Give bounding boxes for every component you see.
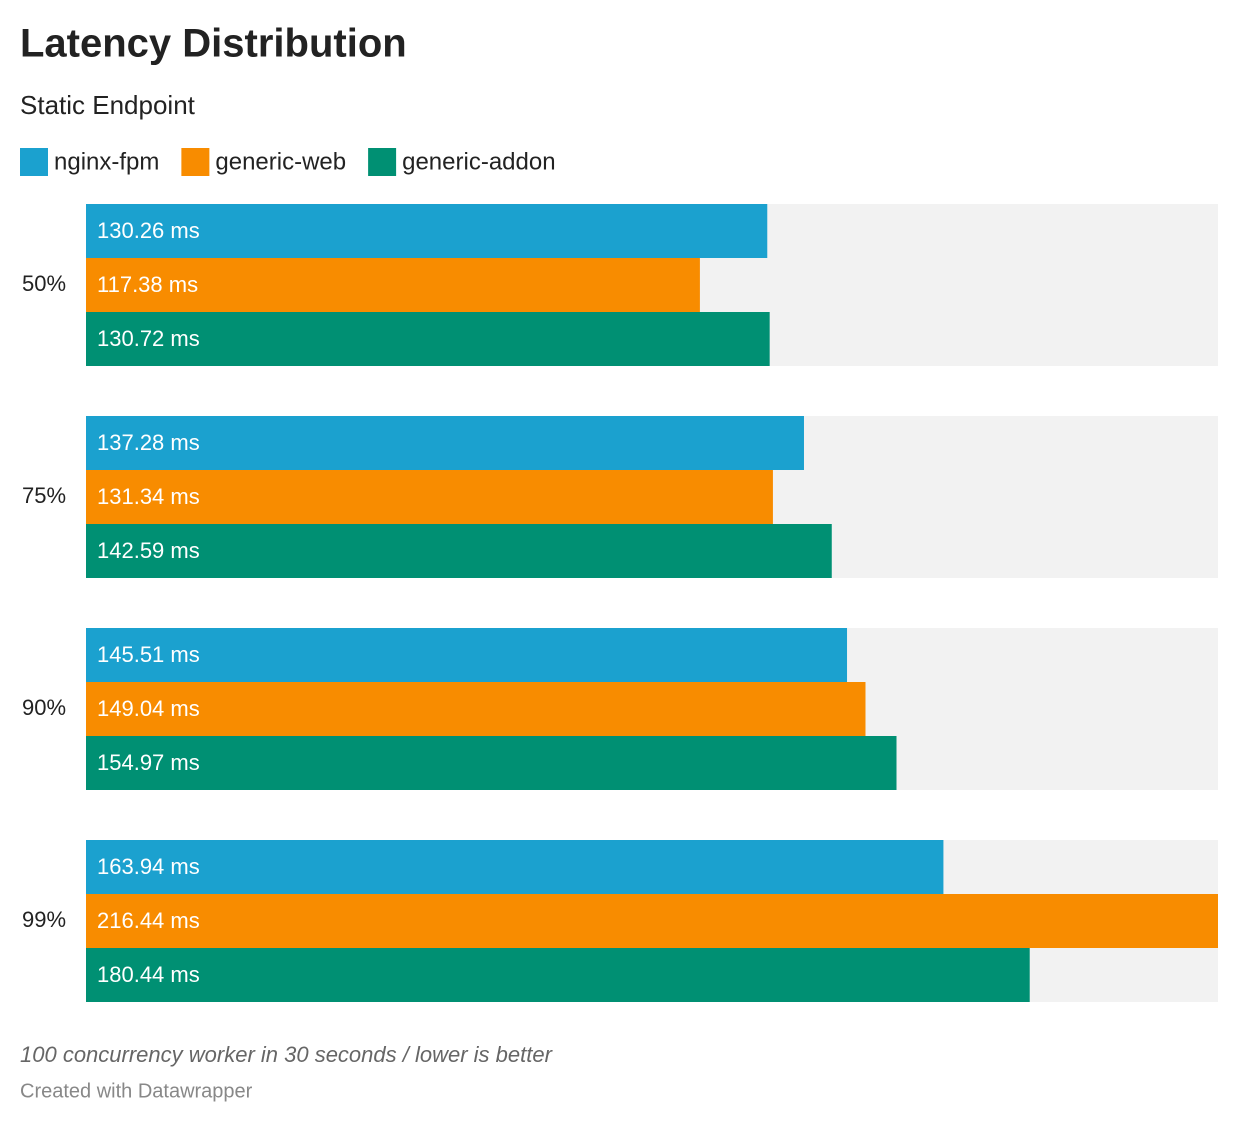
bar: [86, 628, 848, 682]
bar: [86, 524, 832, 578]
bar: [86, 894, 1218, 948]
bar: [86, 682, 866, 736]
category-label: 75%: [22, 483, 66, 508]
bar: [86, 258, 700, 312]
chart-title: Latency Distribution: [20, 22, 407, 66]
value-label: 154.97 ms: [97, 750, 200, 775]
bar: [86, 948, 1030, 1002]
category-label: 90%: [22, 695, 66, 720]
legend-swatch: [368, 148, 397, 176]
value-label: 130.26 ms: [97, 218, 200, 243]
value-label: 149.04 ms: [97, 696, 200, 721]
value-label: 145.51 ms: [97, 642, 200, 667]
chart-subtitle: Static Endpoint: [20, 90, 196, 120]
legend-swatch: [20, 148, 48, 176]
value-label: 137.28 ms: [97, 430, 200, 455]
value-label: 130.72 ms: [97, 326, 200, 351]
bar: [86, 470, 773, 524]
category-label: 50%: [22, 271, 66, 296]
legend-label: generic-web: [215, 148, 346, 175]
bar: [86, 204, 768, 258]
chart-credit: Created with Datawrapper: [20, 1080, 253, 1102]
bar: [86, 416, 804, 470]
legend-swatch: [181, 148, 210, 176]
category-label: 99%: [22, 907, 66, 932]
bar: [86, 840, 944, 894]
chart-notes: 100 concurrency worker in 30 seconds / l…: [20, 1042, 554, 1067]
value-label: 117.38 ms: [97, 272, 198, 297]
bar: [86, 736, 897, 790]
value-label: 142.59 ms: [97, 538, 200, 563]
value-label: 216.44 ms: [97, 908, 200, 933]
bar: [86, 312, 770, 366]
legend-label: nginx-fpm: [54, 148, 159, 175]
value-label: 131.34 ms: [97, 484, 200, 509]
value-label: 180.44 ms: [97, 962, 200, 987]
value-label: 163.94 ms: [97, 854, 200, 879]
legend-label: generic-addon: [402, 148, 555, 175]
